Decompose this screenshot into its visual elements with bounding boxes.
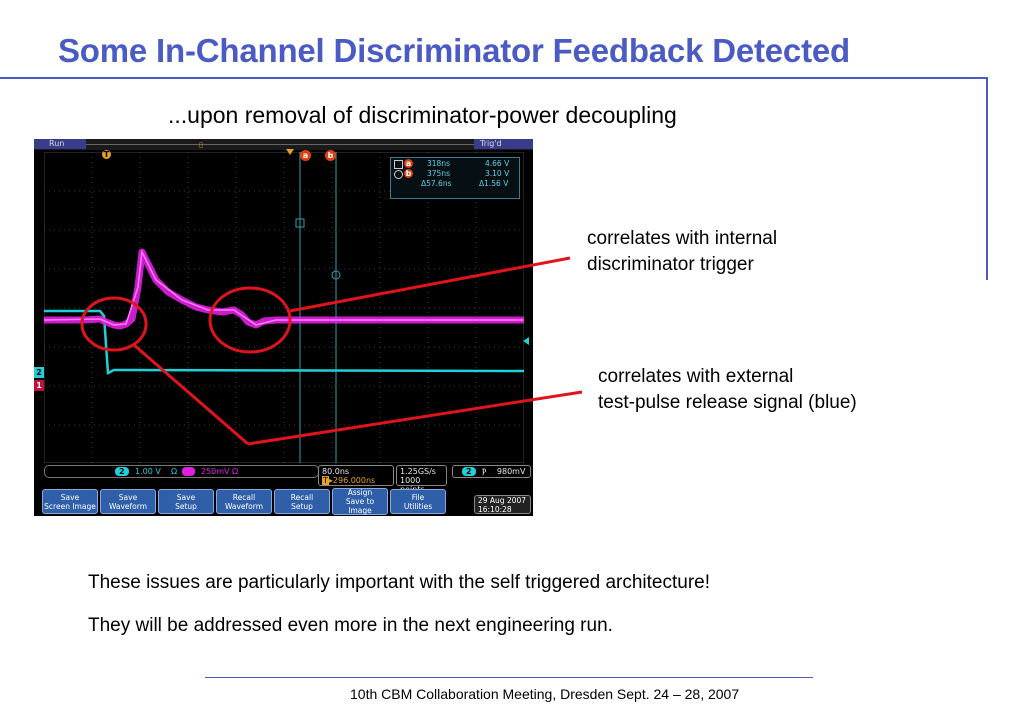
cursor-b-marker[interactable]: b	[325, 150, 336, 161]
sample-rate: 1.25GS/s	[400, 467, 436, 476]
channel-2-indicator[interactable]: 2	[34, 367, 44, 378]
cursor-a-marker[interactable]: a	[300, 150, 311, 161]
save-screen-image-button[interactable]: Save Screen Image	[42, 489, 98, 514]
ch3-scale: 250mV	[201, 467, 230, 476]
title-divider	[0, 77, 988, 79]
trigger-position: 296.000ns	[332, 476, 376, 485]
timebase: 80.0ns	[322, 467, 350, 476]
cursor-b-volt: 3.10 V	[485, 169, 510, 178]
annotation-internal-trigger: correlates with internal discriminator t…	[587, 228, 778, 275]
delta-volt: Δ1.56 V	[479, 179, 509, 188]
save-waveform-button[interactable]: Save Waveform	[100, 489, 156, 514]
cursor-b-time: 375ns	[427, 169, 450, 178]
circle-annotation-right	[208, 286, 292, 354]
trigger-status: Trig'd	[474, 139, 533, 149]
trigger-level: 980mV	[496, 467, 526, 476]
assign-save-button[interactable]: Assign Save to Image	[332, 488, 388, 515]
footer-text: 10th CBM Collaboration Meeting, Dresden …	[350, 686, 740, 702]
cursor-a-volt: 4.66 V	[485, 159, 510, 168]
footer-divider	[205, 677, 813, 678]
circle-cursor-icon	[394, 170, 403, 179]
ch2-scale: 1.00 V	[135, 467, 161, 476]
recall-waveform-button[interactable]: Recall Waveform	[216, 489, 272, 514]
date-time-display: 29 Aug 2007 16:10:28	[474, 495, 531, 514]
trigger-position-readout: T▸296.000ns	[322, 476, 376, 485]
side-divider	[986, 77, 988, 280]
trigger-channel: 2	[462, 467, 476, 476]
save-setup-button[interactable]: Save Setup	[158, 489, 214, 514]
record-position-bar	[86, 144, 474, 145]
trigger-point-icon	[286, 149, 294, 155]
trigger-slope-icon: Ⲣ	[482, 467, 487, 476]
delta-time: Δ57.6ns	[421, 179, 452, 188]
pointer-line-bottom-a	[133, 343, 249, 446]
channel-1-indicator[interactable]: 1	[34, 380, 44, 391]
ch2-ohm: Ω	[171, 467, 178, 476]
slide-title: Some In-Channel Discriminator Feedback D…	[58, 32, 850, 69]
circle-annotation-left	[80, 296, 148, 352]
slide-subtitle: ...upon removal of discriminator-power d…	[168, 102, 677, 128]
cursor-readout-panel: a b 318ns 4.66 V 375ns 3.10 V Δ57.6ns Δ1…	[390, 157, 520, 199]
cursor-a-time: 318ns	[427, 159, 450, 168]
annotation-external-pulse: correlates with external test-pulse rele…	[598, 366, 857, 413]
trigger-box[interactable]: 2 Ⲣ 980mV	[452, 465, 531, 478]
file-utilities-button[interactable]: File Utilities	[390, 489, 446, 514]
trigger-position-marker[interactable]: T	[102, 150, 111, 159]
trigger-level-icon	[523, 337, 529, 345]
square-cursor-icon	[394, 160, 403, 169]
readout-b-badge: b	[404, 169, 413, 178]
channel-scale-bar: 2 1.00 V Ω 250mV Ω	[44, 465, 319, 478]
readout-a-badge: a	[404, 159, 413, 168]
ch2-chip[interactable]: 2	[115, 467, 129, 476]
record-trigger-icon: ▯	[199, 141, 203, 149]
timebase-box[interactable]: 80.0ns T▸296.000ns	[318, 465, 394, 486]
scope-date: 29 Aug 2007	[478, 496, 527, 505]
body-line-1: These issues are particularly important …	[88, 572, 710, 593]
pointer-line-top	[289, 256, 571, 313]
recall-setup-button[interactable]: Recall Setup	[274, 489, 330, 514]
ch3-ohm: Ω	[232, 467, 239, 476]
scope-time: 16:10:28	[478, 505, 512, 514]
body-line-2: They will be addressed even more in the …	[88, 615, 613, 636]
ch3-chip[interactable]	[182, 467, 195, 476]
run-status: Run	[34, 139, 86, 149]
pointer-line-bottom-b	[247, 390, 583, 446]
